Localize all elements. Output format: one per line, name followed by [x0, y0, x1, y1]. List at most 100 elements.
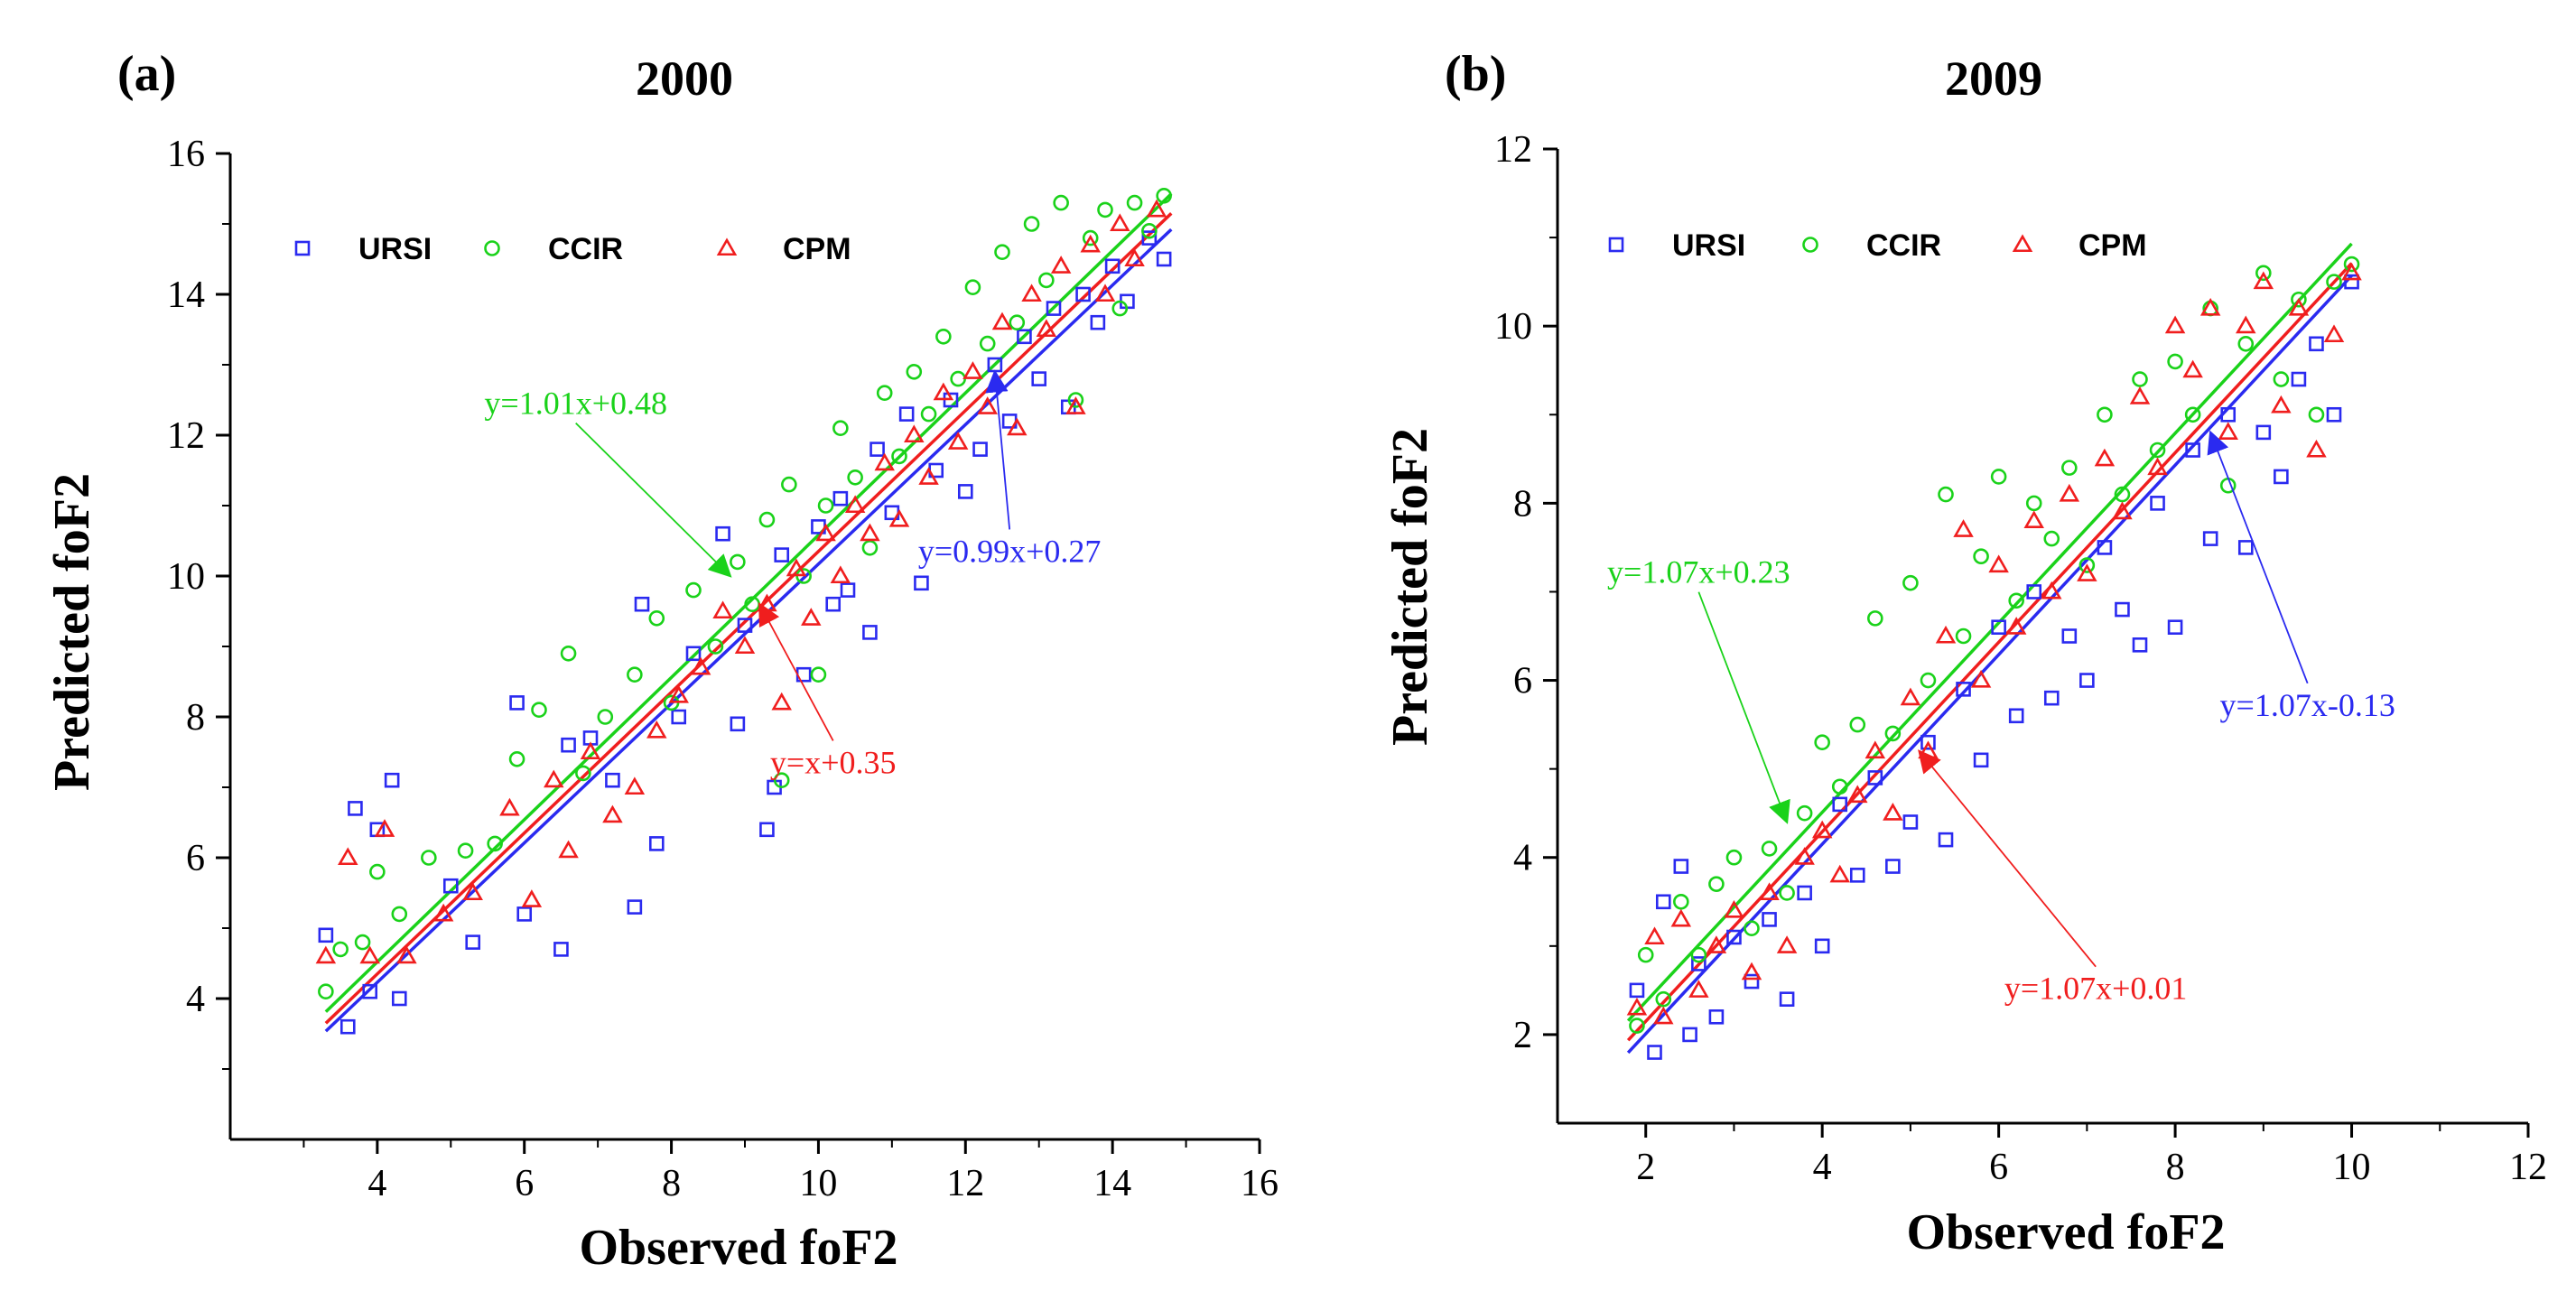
data-point-ccir	[891, 448, 907, 465]
y-axis-label: Predicted foF2	[44, 473, 100, 791]
data-point-cpm	[2341, 262, 2362, 281]
data-point-cpm	[1953, 519, 1974, 537]
data-point-ccir	[994, 244, 1010, 261]
data-point-ccir	[707, 638, 724, 655]
data-point-cpm	[580, 741, 601, 760]
data-point-ursi	[671, 709, 687, 725]
data-point-cpm	[1124, 248, 1145, 267]
data-point-cpm	[396, 945, 417, 964]
data-point-ccir	[531, 702, 547, 719]
fit-line-cpm	[1626, 262, 2353, 1042]
data-point-cpm	[2306, 439, 2327, 458]
data-point-ccir	[2078, 557, 2096, 573]
data-point-ursi	[1991, 619, 2006, 635]
y-tick-label: 8	[186, 697, 205, 739]
data-point-cpm	[888, 508, 910, 527]
data-point-ursi	[362, 983, 378, 999]
data-point-cpm	[1988, 554, 2009, 573]
data-point-cpm	[844, 495, 866, 514]
data-point-cpm	[432, 903, 454, 922]
data-point-ursi	[1956, 682, 1971, 697]
data-point-cpm	[734, 636, 756, 655]
data-point-ursi	[2008, 708, 2024, 724]
data-point-ccir	[758, 511, 776, 528]
data-point-cpm	[1883, 803, 1903, 821]
data-point-ursi	[2291, 371, 2307, 387]
data-point-ccir	[1796, 804, 1813, 822]
data-point-cpm	[668, 684, 689, 703]
data-point-cpm	[904, 424, 925, 443]
data-point-ursi	[1691, 956, 1706, 971]
x-tick-label: 6	[1989, 1147, 2008, 1188]
x-tick-label: 6	[515, 1163, 534, 1204]
data-point-ccir	[1690, 946, 1707, 963]
legend-label-ccir: CCIR	[548, 232, 623, 266]
data-point-cpm	[2077, 563, 2097, 581]
data-point-ccir	[1973, 548, 1989, 565]
data-point-ccir	[1141, 223, 1158, 239]
data-point-ursi	[634, 596, 650, 612]
data-point-ursi	[1655, 894, 1671, 910]
legend-marker-cpm	[2012, 234, 2033, 253]
data-point-ccir	[1156, 188, 1172, 204]
annotation-ursi: y=0.99x+0.27	[918, 533, 1102, 569]
data-point-ccir	[1867, 610, 1883, 627]
y-axis-label: Predicted foF2	[1382, 428, 1438, 746]
data-point-ccir	[1831, 778, 1848, 795]
data-point-ursi	[2167, 619, 2183, 635]
data-point-cpm	[815, 523, 836, 542]
y-tick-label: 8	[1513, 483, 1532, 525]
data-point-ccir	[597, 709, 614, 725]
data-point-ccir	[730, 553, 746, 571]
fit-line-ccir	[1626, 242, 2353, 1022]
data-point-ursi	[516, 906, 533, 922]
legend-label-cpm: CPM	[2078, 228, 2147, 263]
data-point-cpm	[801, 608, 822, 626]
data-point-ccir	[1990, 469, 2007, 485]
data-point-cpm	[1970, 669, 1992, 688]
data-point-cpm	[2271, 395, 2292, 414]
data-point-ursi	[685, 646, 702, 662]
data-point-ccir	[2025, 495, 2042, 512]
data-point-ursi	[1814, 938, 1830, 954]
data-point-cpm	[933, 382, 954, 401]
data-point-cpm	[918, 467, 939, 485]
data-point-ccir	[876, 385, 893, 402]
data-point-ccir	[1655, 990, 1672, 1008]
data-point-ccir	[847, 469, 863, 486]
x-tick-label: 12	[2509, 1147, 2547, 1188]
y-tick-label: 14	[167, 274, 205, 316]
data-point-ccir	[773, 772, 790, 789]
data-point-ursi	[2043, 690, 2060, 706]
x-tick-label: 8	[662, 1163, 681, 1204]
data-point-ursi	[1104, 258, 1121, 274]
data-point-cpm	[1865, 740, 1886, 759]
y-tick-label: 6	[186, 838, 205, 879]
data-point-cpm	[1759, 882, 1780, 901]
legend-marker-ursi	[1608, 237, 1624, 253]
legend-label-ursi: URSI	[358, 232, 432, 266]
annotation-arrow-cpm	[758, 601, 834, 741]
data-point-cpm	[2288, 297, 2310, 316]
data-point-cpm	[2253, 271, 2274, 290]
data-point-cpm	[1706, 935, 1727, 953]
data-point-ursi	[605, 772, 620, 788]
data-point-ccir	[810, 666, 827, 683]
x-tick-label: 10	[799, 1163, 837, 1204]
data-point-cpm	[1036, 319, 1057, 338]
data-point-ursi	[1779, 991, 1795, 1007]
data-point-ccir	[627, 666, 643, 683]
data-point-cpm	[544, 769, 564, 788]
y-tick-label: 4	[1513, 838, 1532, 879]
data-point-ursi	[1938, 832, 1954, 848]
data-point-ccir	[1111, 300, 1129, 317]
data-point-ursi	[737, 618, 753, 633]
chart-panel-a: (a) 2000 Observed foF2 Predicted foF2 4 6…	[44, 46, 1279, 1276]
data-point-cpm	[1847, 785, 1868, 804]
data-point-ccir	[1629, 1018, 1645, 1034]
data-point-ccir	[2291, 291, 2307, 308]
data-point-ursi	[1867, 770, 1883, 785]
data-point-ursi	[1832, 796, 1848, 813]
data-point-cpm	[462, 882, 483, 901]
data-point-cpm	[2059, 483, 2080, 502]
